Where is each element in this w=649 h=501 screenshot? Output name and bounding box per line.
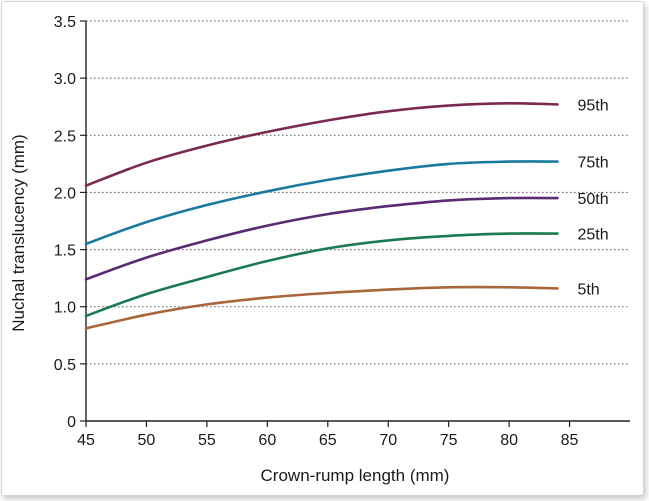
series-lines — [84, 101, 559, 330]
x-tick-label: 45 — [77, 432, 95, 449]
x-tick-label: 50 — [138, 432, 156, 449]
y-tick-label: 3.5 — [54, 14, 76, 31]
y-axis-label: Nuchal translucency (mm) — [9, 134, 28, 331]
y-tick-label: 0.5 — [54, 357, 76, 374]
y-tick-label: 1.5 — [54, 243, 76, 260]
series-line-5th — [84, 285, 559, 330]
series-label-5th: 5th — [577, 281, 599, 298]
series-label-25th: 25th — [577, 227, 608, 244]
series-line-75th — [84, 160, 559, 246]
x-tick-label: 60 — [258, 432, 276, 449]
series-line-95th — [84, 101, 559, 187]
series-line-25th — [84, 232, 559, 318]
grid-lines — [86, 20, 630, 365]
x-tick-label: 75 — [440, 432, 458, 449]
x-axis-label: Crown-rump length (mm) — [261, 466, 450, 485]
x-tick-label: 70 — [379, 432, 397, 449]
series-line-50th — [84, 196, 559, 281]
y-tick-label: 1.0 — [54, 300, 76, 317]
y-tick-label: 3.0 — [54, 71, 76, 88]
x-tick-label: 85 — [561, 432, 579, 449]
axes — [80, 20, 630, 427]
y-tick-label: 2.0 — [54, 185, 76, 202]
series-label-95th: 95th — [577, 97, 608, 114]
series-labels: 95th 75th 50th 25th 5th — [577, 97, 608, 298]
x-tick-label: 55 — [198, 432, 216, 449]
tick-labels: 0 0.5 1.0 1.5 2.0 2.5 3.0 3.5 45 50 55 60 65 70 75 80 85 — [54, 14, 579, 449]
x-tick-label: 80 — [500, 432, 518, 449]
series-label-50th: 50th — [577, 191, 608, 208]
x-tick-label: 65 — [319, 432, 337, 449]
y-tick-label: 0 — [67, 414, 76, 431]
y-tick-label: 2.5 — [54, 128, 76, 145]
series-label-75th: 75th — [577, 155, 608, 172]
